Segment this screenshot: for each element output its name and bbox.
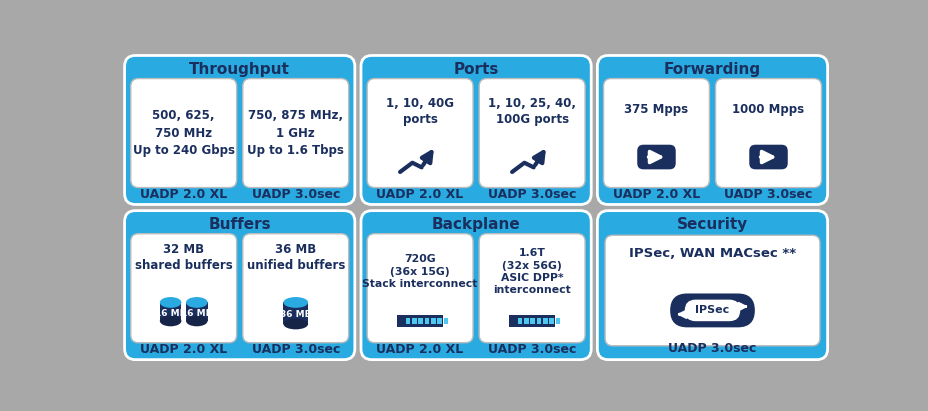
FancyBboxPatch shape bbox=[367, 234, 472, 343]
FancyBboxPatch shape bbox=[597, 55, 827, 205]
FancyBboxPatch shape bbox=[637, 145, 675, 169]
Bar bbox=[396, 315, 443, 327]
Bar bbox=[406, 318, 410, 324]
Ellipse shape bbox=[283, 297, 308, 308]
Bar bbox=[411, 318, 416, 324]
Bar bbox=[418, 318, 422, 324]
Text: 36 MB
unified buffers: 36 MB unified buffers bbox=[246, 243, 344, 272]
FancyBboxPatch shape bbox=[715, 79, 820, 187]
Text: 1000 Mpps: 1000 Mpps bbox=[731, 103, 804, 115]
Text: UADP 2.0 XL: UADP 2.0 XL bbox=[376, 343, 463, 356]
FancyBboxPatch shape bbox=[131, 234, 237, 343]
Text: UADP 3.0sec: UADP 3.0sec bbox=[251, 188, 340, 201]
Text: UADP 3.0sec: UADP 3.0sec bbox=[724, 188, 812, 201]
FancyBboxPatch shape bbox=[604, 235, 819, 346]
Ellipse shape bbox=[160, 316, 181, 326]
FancyBboxPatch shape bbox=[479, 234, 585, 343]
Text: 375 Mpps: 375 Mpps bbox=[624, 103, 688, 115]
Text: 32 MB
shared buffers: 32 MB shared buffers bbox=[135, 243, 232, 272]
Bar bbox=[523, 318, 528, 324]
Text: UADP 3.0sec: UADP 3.0sec bbox=[667, 342, 756, 356]
Text: Forwarding: Forwarding bbox=[664, 62, 760, 77]
Text: IPSec, WAN MACsec **: IPSec, WAN MACsec ** bbox=[628, 247, 795, 260]
Bar bbox=[555, 318, 560, 324]
FancyBboxPatch shape bbox=[131, 79, 237, 187]
Bar bbox=[536, 318, 541, 324]
FancyBboxPatch shape bbox=[669, 293, 754, 327]
Bar bbox=[517, 318, 522, 324]
Text: 1, 10, 40G
ports: 1, 10, 40G ports bbox=[386, 97, 454, 126]
Text: 16 MB: 16 MB bbox=[155, 309, 187, 318]
Text: UADP 2.0 XL: UADP 2.0 XL bbox=[612, 188, 700, 201]
FancyBboxPatch shape bbox=[242, 234, 348, 343]
Text: Buffers: Buffers bbox=[208, 217, 271, 232]
FancyBboxPatch shape bbox=[367, 79, 472, 187]
Bar bbox=[424, 318, 429, 324]
Text: 1, 10, 25, 40,
100G ports: 1, 10, 25, 40, 100G ports bbox=[487, 97, 575, 126]
Bar bbox=[543, 318, 548, 324]
Text: Ports: Ports bbox=[453, 62, 498, 77]
Ellipse shape bbox=[160, 297, 181, 308]
FancyBboxPatch shape bbox=[242, 79, 348, 187]
FancyBboxPatch shape bbox=[479, 79, 585, 187]
FancyBboxPatch shape bbox=[124, 210, 354, 360]
Text: UADP 2.0 XL: UADP 2.0 XL bbox=[140, 188, 227, 201]
Bar bbox=[444, 318, 448, 324]
Text: Security: Security bbox=[677, 217, 747, 232]
Text: 16 MB: 16 MB bbox=[181, 309, 213, 318]
Text: 500, 625,
750 MHz
Up to 240 Gbps: 500, 625, 750 MHz Up to 240 Gbps bbox=[133, 109, 235, 157]
Bar bbox=[431, 318, 435, 324]
Bar bbox=[530, 318, 535, 324]
Ellipse shape bbox=[283, 319, 308, 329]
Ellipse shape bbox=[186, 297, 207, 308]
Text: 36 MB: 36 MB bbox=[279, 310, 311, 319]
FancyBboxPatch shape bbox=[124, 55, 354, 205]
Text: Throughput: Throughput bbox=[189, 62, 290, 77]
Text: UADP 3.0sec: UADP 3.0sec bbox=[487, 188, 575, 201]
Text: UADP 3.0sec: UADP 3.0sec bbox=[251, 343, 340, 356]
FancyBboxPatch shape bbox=[684, 300, 740, 321]
FancyBboxPatch shape bbox=[597, 210, 827, 360]
Ellipse shape bbox=[186, 316, 207, 326]
Bar bbox=[283, 302, 308, 324]
Bar bbox=[509, 315, 555, 327]
FancyBboxPatch shape bbox=[603, 79, 709, 187]
Text: 1.6T
(32x 56G)
ASIC DPP*
interconnect: 1.6T (32x 56G) ASIC DPP* interconnect bbox=[493, 248, 571, 296]
Text: UADP 2.0 XL: UADP 2.0 XL bbox=[140, 343, 227, 356]
FancyBboxPatch shape bbox=[749, 145, 787, 169]
Text: IPSec: IPSec bbox=[695, 305, 728, 315]
FancyBboxPatch shape bbox=[361, 55, 590, 205]
Bar bbox=[437, 318, 442, 324]
Text: Backplane: Backplane bbox=[432, 217, 520, 232]
Text: 720G
(36x 15G)
Stack interconnect: 720G (36x 15G) Stack interconnect bbox=[362, 254, 477, 289]
Text: 750, 875 MHz,
1 GHz
Up to 1.6 Tbps: 750, 875 MHz, 1 GHz Up to 1.6 Tbps bbox=[247, 109, 343, 157]
Bar bbox=[548, 318, 553, 324]
FancyBboxPatch shape bbox=[361, 210, 590, 360]
Text: UADP 3.0sec: UADP 3.0sec bbox=[487, 343, 575, 356]
Text: UADP 2.0 XL: UADP 2.0 XL bbox=[376, 188, 463, 201]
Bar bbox=[186, 302, 207, 321]
Bar bbox=[160, 302, 181, 321]
